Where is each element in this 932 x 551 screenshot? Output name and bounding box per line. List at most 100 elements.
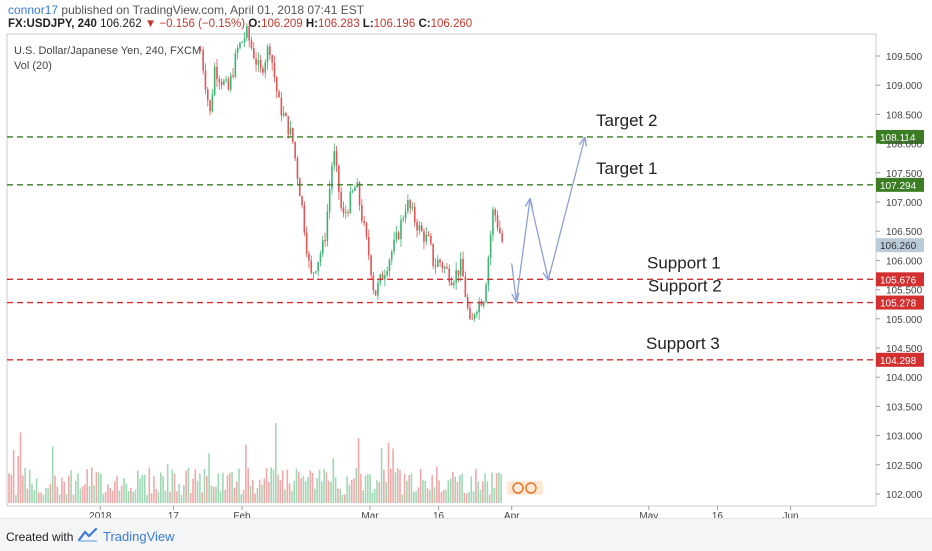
volume-bar [189,493,192,503]
volume-bar [245,444,247,503]
volume-bar [465,493,468,503]
candle-body [246,26,248,38]
candle-body [478,301,480,313]
volume-bar [378,481,381,503]
volume-bar [153,476,155,503]
candle-body [278,91,280,98]
volume-bar [339,488,341,503]
symbol: FX:USDJPY, 240 [8,18,97,30]
volume-bar [422,479,424,503]
tradingview-logo-icon[interactable] [78,528,98,542]
candle-body [271,55,273,63]
volume-bar [118,490,121,503]
volume-bar [325,472,328,503]
volume-bar [270,467,272,503]
price-tick-label: 107.000 [886,198,923,209]
candle-body [305,232,308,254]
volume-bar [288,483,291,503]
candle-body [427,234,430,236]
level-label: Support 3 [646,334,720,353]
price-chart[interactable]: 108.114 Target 2 107.294 Target 1 105.676 Sup… [0,0,932,518]
volume-bar [116,475,118,503]
level-tag-label: 105.278 [880,299,917,310]
volume-bar [440,491,443,503]
volume-bar [8,473,10,503]
volume-bar [295,468,298,503]
time-tick-label: 2018 [89,511,112,518]
volume-bar [436,466,438,503]
candle-body [499,227,501,234]
volume-bar [141,474,144,503]
volume-bar [491,472,493,503]
candle-body [243,37,246,42]
volume-bar [254,493,256,503]
candle-body [363,220,365,224]
volume-bar [31,483,33,503]
time-tick-label: Feb [233,511,251,518]
candle-body [285,113,287,117]
candle-body [469,307,471,319]
candle-body [223,80,225,85]
candle-body [335,151,338,166]
candle-body [340,192,342,208]
level-tag [876,295,924,310]
candle-body [453,282,455,286]
volume-bar [346,476,348,503]
volume-bar [334,477,337,503]
candle-body [496,215,499,228]
time-tick-label: Mar [361,511,379,518]
candle-body [377,282,379,296]
volume-bar [77,473,79,503]
volume-bar [242,490,245,503]
candle-body [216,66,218,80]
candle-body [379,274,382,283]
volume-bar [304,481,307,503]
candle-body [211,94,214,112]
level-label: Target 2 [596,111,657,130]
low-value: 106.196 [373,18,416,30]
candle-body [331,165,333,189]
candle-body [338,165,340,193]
volume-bar [63,481,65,503]
projection-segment [515,199,530,302]
tradingview-link[interactable]: TradingView [103,529,175,544]
volume-bar [132,491,134,503]
volume-bar [219,491,222,503]
volume-bar [344,494,346,503]
last-price-tag [876,238,924,253]
candle-body [351,190,354,192]
volume-bar [311,472,314,503]
candle-body [257,60,260,65]
price-tick-label: 107.500 [886,169,923,180]
volume-bar [357,437,360,503]
level-label: Target 1 [596,159,657,178]
volume-bar [146,494,148,503]
volume-bar [233,487,236,503]
candle-body [206,89,209,101]
candle-body [319,253,322,262]
volume-bar [380,448,383,503]
volume-bar [447,480,450,503]
candle-body [209,100,211,112]
volume-bar [226,475,229,503]
level-label: Support 1 [647,253,721,272]
volume-bar [54,475,56,503]
volume-bar [406,480,408,503]
candle-body [462,259,464,277]
volume-bar [40,492,42,503]
author-link[interactable]: connor17 [8,3,59,17]
volume-bar [150,493,153,503]
candle-body [455,270,457,283]
volume-bar [224,489,226,503]
candle-body [430,235,432,244]
volume-bar [367,474,369,503]
projection-segment [529,198,548,280]
candle-body [395,232,398,240]
volume-bar [456,481,459,503]
volume-bar [212,486,215,503]
volume-bar [486,481,489,503]
price-tick-label: 105.000 [886,315,923,326]
volume-bar [362,490,364,503]
volume-bar [459,475,461,503]
candle-body [384,275,386,280]
